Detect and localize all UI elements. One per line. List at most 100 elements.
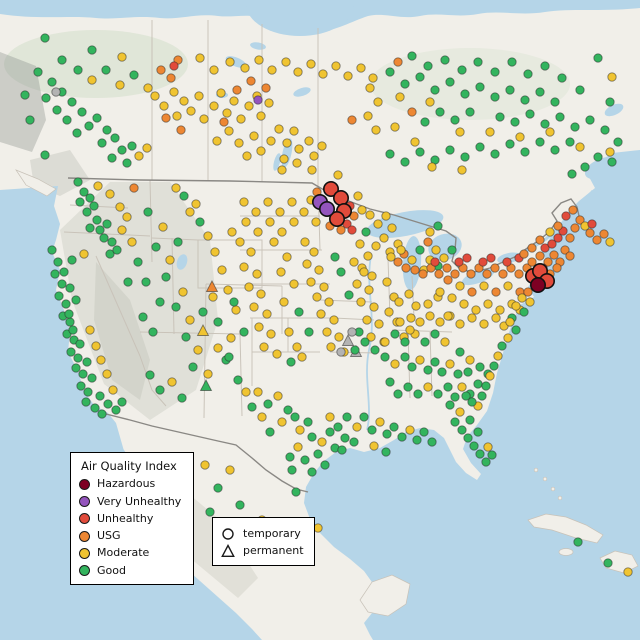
- aqi-marker[interactable]: [356, 63, 366, 73]
- aqi-marker[interactable]: [385, 67, 395, 77]
- aqi-marker[interactable]: [565, 251, 575, 261]
- aqi-marker[interactable]: [75, 197, 85, 207]
- aqi-marker[interactable]: [585, 228, 595, 238]
- aqi-marker[interactable]: [450, 392, 460, 402]
- aqi-marker[interactable]: [289, 126, 299, 136]
- aqi-marker[interactable]: [87, 373, 97, 383]
- aqi-marker[interactable]: [47, 77, 57, 87]
- aqi-marker[interactable]: [287, 197, 297, 207]
- aqi-marker[interactable]: [272, 349, 282, 359]
- aqi-marker[interactable]: [181, 332, 191, 342]
- aqi-marker[interactable]: [525, 109, 535, 119]
- aqi-marker[interactable]: [355, 239, 365, 249]
- aqi-marker[interactable]: [389, 422, 399, 432]
- aqi-marker[interactable]: [334, 332, 344, 342]
- aqi-marker[interactable]: [329, 315, 339, 325]
- aqi-marker[interactable]: [460, 152, 470, 162]
- aqi-marker[interactable]: [457, 165, 467, 175]
- aqi-marker[interactable]: [460, 89, 470, 99]
- aqi-marker[interactable]: [395, 92, 405, 102]
- aqi-marker[interactable]: [505, 139, 515, 149]
- aqi-marker[interactable]: [490, 92, 500, 102]
- aqi-marker[interactable]: [133, 257, 143, 267]
- aqi-marker[interactable]: [241, 217, 251, 227]
- aqi-marker[interactable]: [85, 325, 95, 335]
- aqi-marker[interactable]: [410, 265, 420, 275]
- aqi-marker[interactable]: [605, 147, 615, 157]
- aqi-marker[interactable]: [603, 558, 613, 568]
- aqi-marker[interactable]: [161, 272, 171, 282]
- aqi-marker[interactable]: [573, 537, 583, 547]
- aqi-marker[interactable]: [580, 162, 590, 172]
- aqi-marker[interactable]: [73, 65, 83, 75]
- aqi-marker[interactable]: [292, 342, 302, 352]
- aqi-marker[interactable]: [176, 125, 186, 135]
- aqi-marker[interactable]: [570, 122, 580, 132]
- aqi-marker[interactable]: [605, 97, 615, 107]
- aqi-marker[interactable]: [300, 237, 310, 247]
- aqi-marker[interactable]: [415, 317, 425, 327]
- aqi-marker[interactable]: [405, 325, 415, 335]
- aqi-marker[interactable]: [71, 363, 81, 373]
- aqi-marker[interactable]: [490, 263, 500, 273]
- aqi-marker[interactable]: [145, 370, 155, 380]
- aqi-marker[interactable]: [557, 73, 567, 83]
- aqi-marker[interactable]: [313, 449, 323, 459]
- aqi-marker[interactable]: [439, 253, 449, 263]
- aqi-marker[interactable]: [455, 281, 465, 291]
- aqi-marker[interactable]: [285, 452, 295, 462]
- aqi-marker[interactable]: [269, 237, 279, 247]
- aqi-marker[interactable]: [256, 111, 266, 121]
- aqi-marker[interactable]: [340, 433, 350, 443]
- aqi-marker[interactable]: [273, 391, 283, 401]
- aqi-marker[interactable]: [134, 151, 144, 161]
- aqi-marker[interactable]: [359, 412, 369, 422]
- aqi-marker[interactable]: [457, 65, 467, 75]
- aqi-marker[interactable]: [447, 293, 457, 303]
- aqi-marker[interactable]: [367, 271, 377, 281]
- aqi-marker[interactable]: [390, 329, 400, 339]
- aqi-marker[interactable]: [253, 227, 263, 237]
- aqi-marker[interactable]: [587, 219, 597, 229]
- aqi-marker[interactable]: [592, 235, 602, 245]
- aqi-marker[interactable]: [593, 53, 603, 63]
- aqi-marker[interactable]: [433, 389, 443, 399]
- aqi-marker[interactable]: [171, 302, 181, 312]
- aqi-marker[interactable]: [457, 425, 467, 435]
- aqi-marker[interactable]: [265, 217, 275, 227]
- aqi-marker[interactable]: [553, 233, 563, 243]
- aqi-marker[interactable]: [297, 352, 307, 362]
- aqi-marker[interactable]: [256, 146, 266, 156]
- aqi-marker[interactable]: [199, 114, 209, 124]
- aqi-marker[interactable]: [122, 212, 132, 222]
- aqi-marker[interactable]: [447, 245, 457, 255]
- aqi-marker[interactable]: [442, 263, 452, 273]
- aqi-marker[interactable]: [570, 223, 580, 233]
- aqi-marker[interactable]: [344, 290, 354, 300]
- aqi-marker[interactable]: [366, 332, 376, 342]
- aqi-marker[interactable]: [605, 237, 615, 247]
- aqi-marker[interactable]: [291, 487, 301, 497]
- aqi-marker[interactable]: [415, 147, 425, 157]
- aqi-marker[interactable]: [79, 249, 89, 259]
- aqi-marker[interactable]: [309, 247, 319, 257]
- aqi-marker[interactable]: [75, 339, 85, 349]
- aqi-marker[interactable]: [453, 369, 463, 379]
- aqi-marker[interactable]: [292, 158, 302, 168]
- aqi-marker[interactable]: [415, 355, 425, 365]
- aqi-marker[interactable]: [349, 257, 359, 267]
- aqi-marker[interactable]: [195, 53, 205, 63]
- aqi-marker[interactable]: [360, 337, 370, 347]
- aqi-marker[interactable]: [333, 422, 343, 432]
- aqi-marker[interactable]: [148, 327, 158, 337]
- aqi-marker[interactable]: [607, 157, 617, 167]
- aqi-marker[interactable]: [59, 267, 69, 277]
- aqi-marker[interactable]: [320, 460, 330, 470]
- aqi-marker[interactable]: [443, 311, 453, 321]
- aqi-marker[interactable]: [20, 90, 30, 100]
- aqi-marker[interactable]: [129, 70, 139, 80]
- aqi-marker[interactable]: [279, 154, 289, 164]
- aqi-marker[interactable]: [169, 61, 179, 71]
- aqi-marker[interactable]: [216, 88, 226, 98]
